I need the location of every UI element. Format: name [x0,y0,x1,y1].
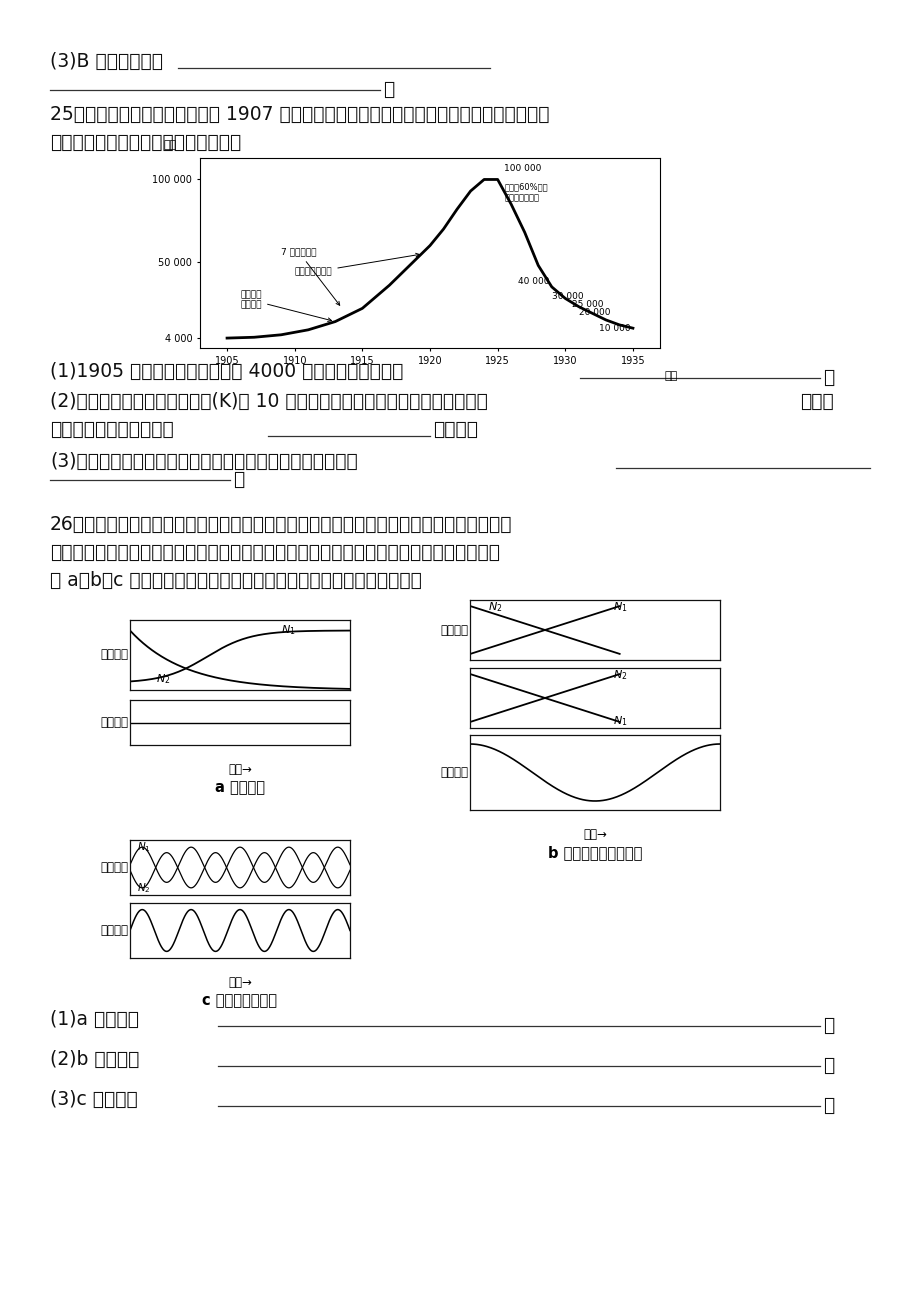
Text: 种群密度: 种群密度 [100,861,128,874]
Text: c 环境变化较频繁: c 环境变化较频繁 [202,993,278,1008]
Text: (1)a 图表示：: (1)a 图表示： [50,1010,139,1029]
Text: (3)B 下降的原因是: (3)B 下降的原因是 [50,52,163,72]
Text: (3)由此变化可见，捕食者和被捕食者在生态系统中的关系是: (3)由此变化可见，捕食者和被捕食者在生态系统中的关系是 [50,452,357,471]
Text: 40 000: 40 000 [517,277,549,286]
Text: 数量: 数量 [163,141,176,151]
Text: 30 000: 30 000 [551,292,583,301]
Text: 20 000: 20 000 [578,309,609,316]
Text: 续产量，应控制鹿群数在: 续产量，应控制鹿群数在 [50,421,174,439]
Text: 环境因素: 环境因素 [439,766,468,779]
Text: 环境因素: 环境因素 [100,716,128,729]
Text: (2)该曲线中显示鹿群增长极限(K)为 10 万头，由图分析，如欲保持该草原鹿的最: (2)该曲线中显示鹿群增长极限(K)为 10 万头，由图分析，如欲保持该草原鹿的… [50,392,487,411]
Text: 种群密度: 种群密度 [439,624,468,637]
Text: 。: 。 [823,1056,834,1075]
Text: 第一头母鹿饿死: 第一头母鹿饿死 [294,254,419,276]
Text: $N_1$: $N_1$ [136,840,150,854]
Text: 。: 。 [382,79,394,99]
Text: 。: 。 [823,1096,834,1115]
Text: b 环境变化相隔时间长: b 环境变化相隔时间长 [547,845,641,861]
Text: 100 000: 100 000 [504,164,541,173]
Text: 时间→: 时间→ [583,828,607,841]
Text: 图 a、b、c 分别表示物种竞争的结局与环境变化的关系，请据图回答：: 图 a、b、c 分别表示物种竞争的结局与环境变化的关系，请据图回答： [50,572,422,590]
Text: $N_2$: $N_2$ [612,668,627,682]
Text: (2)b 图表示：: (2)b 图表示： [50,1049,139,1069]
Text: 10 000: 10 000 [598,324,630,333]
Text: 。: 。 [823,368,834,387]
Text: 25 000: 25 000 [572,299,603,309]
Text: 时间→: 时间→ [228,763,252,776]
Text: $N_2$: $N_2$ [155,673,170,686]
Text: 大可持: 大可持 [800,392,833,411]
Text: (1)1905 年以前，鹿群能保持在 4000 头左右的原因主要是: (1)1905 年以前，鹿群能保持在 4000 头左右的原因主要是 [50,362,403,381]
Text: 年份: 年份 [664,371,677,380]
Text: 鹿群的变化如下图所示。请据图回答：: 鹿群的变化如下图所示。请据图回答： [50,133,241,152]
Text: 最早出现
草场耗损: 最早出现 草场耗损 [241,290,331,322]
Text: 26．组成群落的物种始终处于不断的变化之中。由于环境是不断变化的，自然界中的群落不: 26．组成群落的物种始终处于不断的变化之中。由于环境是不断变化的，自然界中的群落… [50,516,512,534]
Text: $N_1$: $N_1$ [612,600,627,615]
Text: (3)c 图表示：: (3)c 图表示： [50,1090,138,1109]
Text: 25．美洲某草原为保护鹿群，自 1907 年开始人工捕猎美洲狮和狼等捕食者，结果若干年后，: 25．美洲某草原为保护鹿群，自 1907 年开始人工捕猎美洲狮和狼等捕食者，结果… [50,105,549,124]
Text: $N_1$: $N_1$ [281,624,295,638]
Text: 。: 。 [823,1016,834,1035]
Text: a 环境稳定: a 环境稳定 [215,780,265,796]
Text: 时间→: 时间→ [228,976,252,990]
Text: 种群的60%由于
机饿于两年死亡: 种群的60%由于 机饿于两年死亡 [504,182,548,202]
Text: 种群密度: 种群密度 [100,648,128,661]
Text: $N_2$: $N_2$ [136,881,150,896]
Text: 存在全局稳定，存在的只是群落抵抗外界干扰的能力和受干扰后恢复到原来状态的能力。下: 存在全局稳定，存在的只是群落抵抗外界干扰的能力和受干扰后恢复到原来状态的能力。下 [50,543,499,562]
Text: 7 年连续耗损: 7 年连续耗损 [281,247,339,305]
Text: 头以内。: 头以内。 [433,421,478,439]
Text: $N_1$: $N_1$ [612,713,627,728]
Text: 环境因素: 环境因素 [100,924,128,937]
Text: 。: 。 [233,470,244,490]
Text: $N_2$: $N_2$ [487,600,502,615]
